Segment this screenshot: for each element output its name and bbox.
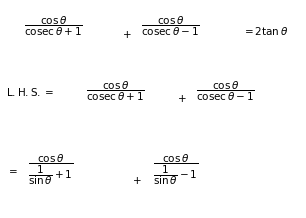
Text: $\dfrac{\cos\theta}{\mathrm{cosec}\,\theta+1}$: $\dfrac{\cos\theta}{\mathrm{cosec}\,\the… <box>24 15 84 38</box>
Text: $\dfrac{\cos\theta}{\dfrac{1}{\sin\theta}-1}$: $\dfrac{\cos\theta}{\dfrac{1}{\sin\theta… <box>153 153 199 187</box>
Text: $\dfrac{\cos\theta}{\mathrm{cosec}\,\theta-1}$: $\dfrac{\cos\theta}{\mathrm{cosec}\,\the… <box>196 80 255 103</box>
Text: $+$: $+$ <box>122 29 132 40</box>
Text: $+$: $+$ <box>177 93 187 104</box>
Text: $\dfrac{\cos\theta}{\dfrac{1}{\sin\theta}+1}$: $\dfrac{\cos\theta}{\dfrac{1}{\sin\theta… <box>28 153 73 187</box>
Text: $\mathrm{L.H.S.}=$: $\mathrm{L.H.S.}=$ <box>6 85 54 98</box>
Text: $\dfrac{\cos\theta}{\mathrm{cosec}\,\theta-1}$: $\dfrac{\cos\theta}{\mathrm{cosec}\,\the… <box>141 15 200 38</box>
Text: $+$: $+$ <box>132 175 141 186</box>
Text: $=$: $=$ <box>6 165 18 175</box>
Text: $=2\tan\theta$: $=2\tan\theta$ <box>242 24 288 37</box>
Text: $\dfrac{\cos\theta}{\mathrm{cosec}\,\theta+1}$: $\dfrac{\cos\theta}{\mathrm{cosec}\,\the… <box>86 80 145 103</box>
